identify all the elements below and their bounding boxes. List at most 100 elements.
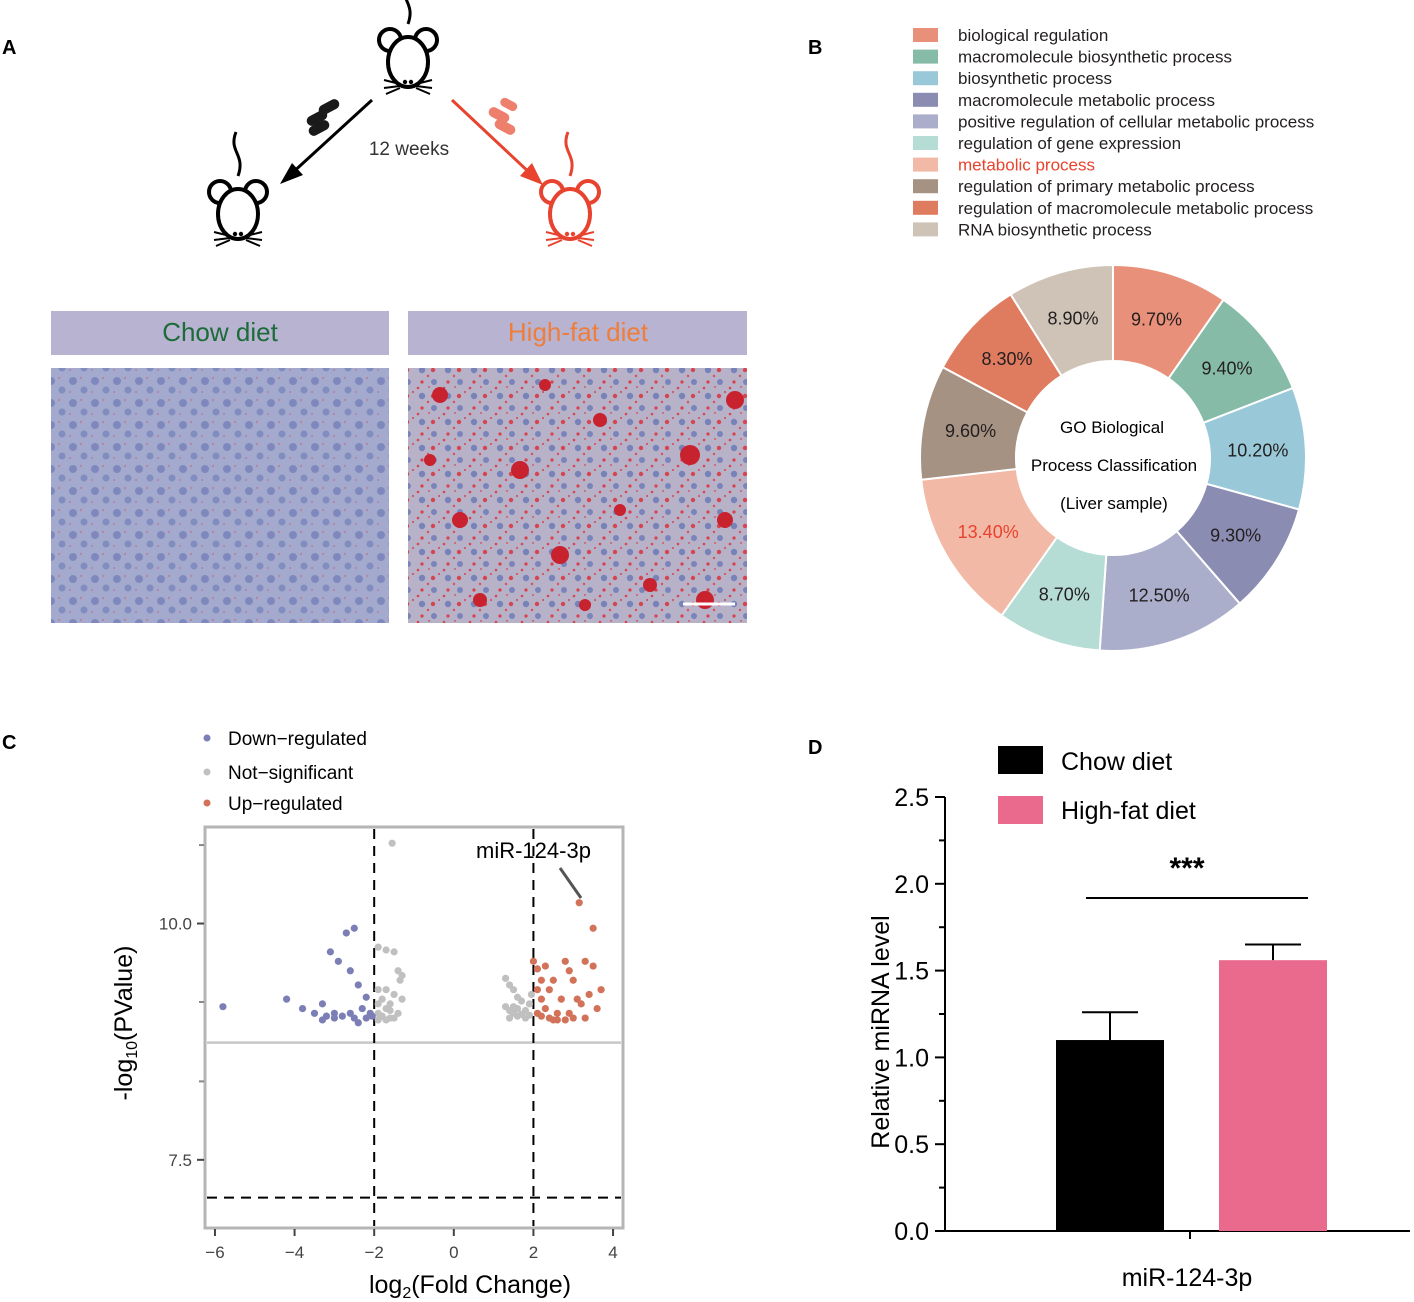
arrowhead-icon [520, 163, 543, 185]
up-point [577, 1000, 585, 1008]
hfd-histology-image [408, 368, 747, 623]
pie-slice [1009, 263, 1114, 378]
up-point [545, 986, 553, 994]
pie-title-line-1: GO Biological [1060, 418, 1164, 437]
pie-legend-label: positive regulation of cellular metaboli… [958, 112, 1314, 131]
ns-point [398, 995, 406, 1003]
bar-y-tick-label: 2.0 [894, 871, 929, 899]
x-tick-label: −4 [285, 1243, 304, 1262]
ns-point [390, 990, 398, 999]
chow-header-bar [51, 311, 389, 355]
pie-slice-label: 8.70% [1039, 585, 1090, 605]
hfd-mouse-icon [539, 130, 601, 248]
ns-point [378, 995, 386, 1003]
pie-slice-label: 9.70% [1131, 310, 1182, 330]
ns-point [527, 990, 536, 999]
down-point [342, 929, 350, 937]
pie-legend-label: regulation of gene expression [958, 134, 1181, 153]
up-point [589, 962, 597, 970]
ns-point [394, 967, 402, 975]
up-point [533, 965, 542, 973]
down-point [283, 995, 291, 1003]
up-point [573, 995, 581, 1003]
ns-point [509, 986, 518, 994]
down-point [219, 1003, 227, 1011]
pie-legend-label: macromolecule metabolic process [958, 91, 1215, 110]
ns-point [386, 1006, 394, 1015]
up-point [565, 967, 573, 975]
legend-down-marker [203, 734, 211, 742]
legend-ns-label: Not−significant [228, 763, 354, 784]
hfd-header-bar [408, 311, 747, 355]
hfd-pellet-icon [488, 97, 518, 135]
bar-y-tick-label: 1.0 [894, 1044, 929, 1072]
down-point [330, 1014, 338, 1022]
pie-slice-label: 9.60% [945, 421, 996, 441]
up-point [575, 899, 583, 907]
legend-hfd-swatch [998, 796, 1043, 824]
hfd-bar [1219, 960, 1327, 1231]
pie-legend-swatch [913, 179, 938, 194]
up-point [557, 995, 565, 1003]
bar-y-tick-label: 1.5 [894, 958, 929, 986]
ns-point [388, 839, 396, 847]
ns-point [374, 943, 382, 951]
x-tick-label: 4 [608, 1243, 617, 1262]
up-point [549, 976, 557, 984]
pie-legend: biological regulation macromolecule biosy… [913, 26, 1314, 239]
down-point [326, 948, 335, 956]
up-point [569, 1014, 577, 1022]
pie-legend-label: regulation of primary metabolic process [958, 177, 1255, 196]
down-point [346, 967, 354, 975]
pie-legend-swatch [913, 200, 938, 215]
up-point [585, 990, 593, 999]
x-tick-label: −2 [364, 1243, 383, 1262]
chow-title: Chow diet [162, 317, 278, 347]
up-point [597, 986, 605, 994]
up-point [589, 924, 597, 932]
duration-label: 12 weeks [369, 139, 449, 160]
ns-point [505, 1014, 514, 1022]
chow-bar [1056, 1040, 1164, 1231]
ns-point [382, 986, 390, 994]
down-point [298, 1004, 307, 1013]
ns-point [394, 1009, 402, 1017]
pie-center-title: GO Biological Process Classification (Li… [1031, 418, 1197, 513]
down-point [338, 1012, 346, 1020]
up-point [537, 1012, 545, 1020]
ns-point [501, 974, 510, 982]
pie-legend-label: RNA biosynthetic process [958, 220, 1152, 239]
legend-chow-swatch [998, 746, 1043, 774]
up-point [529, 957, 538, 965]
up-point [537, 995, 545, 1003]
pie-title-line-2: Process Classification [1031, 456, 1197, 475]
y-tick-label: 7.5 [168, 1151, 192, 1170]
ns-point [386, 1000, 394, 1008]
bar-y-axis-label: Relative miRNA level [867, 915, 895, 1148]
up-point [569, 976, 577, 984]
down-point [362, 993, 370, 1001]
bar-y-tick-label: 0.5 [894, 1131, 929, 1159]
down-point [354, 981, 362, 989]
ns-point [521, 1014, 530, 1022]
volcano-y-axis-label: -log10(PValue) [110, 946, 141, 1101]
pie-title-line-3: (Liver sample) [1060, 494, 1168, 513]
x-tick-label: 0 [449, 1243, 458, 1262]
down-point [310, 1009, 319, 1017]
x-tick-label: −6 [205, 1243, 224, 1262]
bar-legend: Chow diet High-fat diet [998, 746, 1196, 825]
significance-stars: *** [1169, 852, 1204, 885]
down-point [318, 1000, 327, 1008]
legend-up-marker [203, 799, 211, 807]
up-point [541, 962, 549, 970]
pie-legend-swatch [913, 136, 938, 150]
ns-point [513, 1012, 522, 1020]
ns-point [374, 1016, 382, 1024]
hfd-title: High-fat diet [508, 317, 649, 347]
ns-point [374, 986, 382, 994]
ns-point [390, 1014, 398, 1022]
ns-point [374, 1000, 382, 1008]
up-point [593, 1004, 601, 1013]
pie-slice-label: 12.50% [1129, 585, 1190, 605]
